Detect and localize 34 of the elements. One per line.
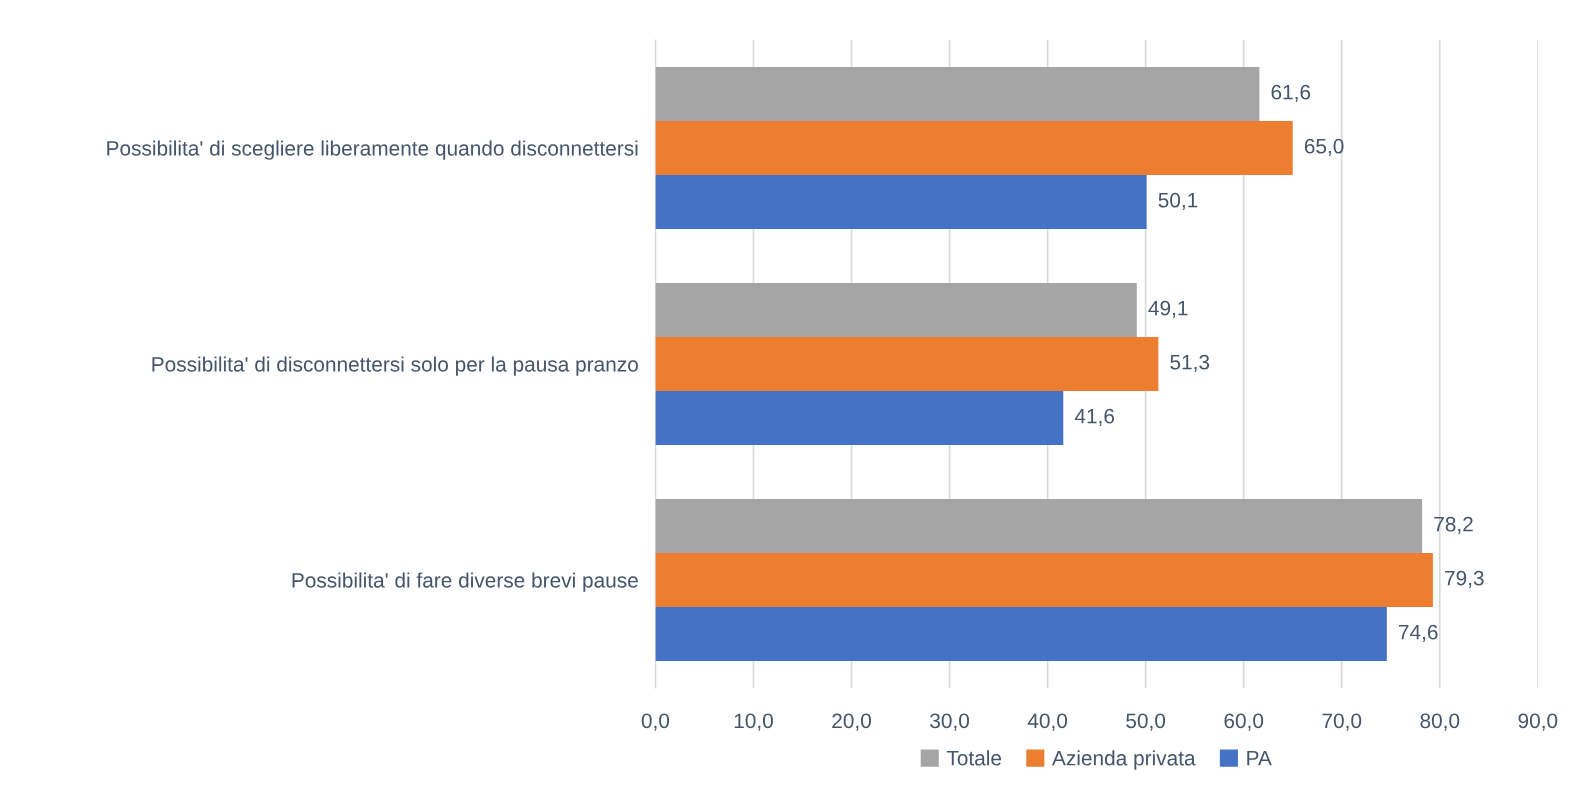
y-tick-label: Possibilita' di disconnettersi solo per la pausa pranzo (152, 356, 638, 376)
y-tick-label: Possibilita' di scegliere liberamente quando disconnettersi (107, 140, 638, 160)
legend-label: Totale (946, 750, 1002, 766)
data-label: 74,6 (1399, 624, 1438, 642)
data-label: 79,3 (1445, 570, 1484, 588)
x-tick-label: 40,0 (1027, 713, 1068, 731)
data-label: 50,1 (1158, 192, 1198, 210)
bar (655, 336, 1159, 391)
bar (655, 606, 1387, 661)
data-label: 78,2 (1434, 516, 1473, 534)
x-tick-label: 70,0 (1322, 713, 1362, 731)
x-tick-label: 60,0 (1224, 713, 1264, 731)
legend-label: PA (1247, 750, 1272, 766)
legend-label: Azienda privata (1052, 750, 1196, 770)
data-label: 65,0 (1304, 138, 1344, 156)
x-tick-label: 10,0 (734, 713, 773, 731)
x-tick-label: 30,0 (930, 713, 970, 731)
x-tick-label: 0,0 (641, 713, 670, 731)
bar (655, 174, 1147, 229)
bar (655, 282, 1137, 337)
data-label: 41,6 (1074, 408, 1115, 426)
x-tick-label: 80,0 (1420, 713, 1460, 731)
data-label: 61,6 (1271, 84, 1311, 102)
bar (655, 552, 1433, 607)
bar (655, 66, 1260, 121)
data-label: 51,3 (1170, 354, 1210, 372)
bar (655, 120, 1293, 175)
bar (655, 390, 1064, 445)
data-label: 49,1 (1148, 300, 1188, 318)
bar (655, 498, 1423, 553)
x-tick-label: 90,0 (1518, 713, 1558, 731)
x-tick-label: 20,0 (832, 713, 871, 731)
y-tick-label: Possibilita' di fare diverse brevi pause (292, 572, 638, 592)
x-tick-label: 50,0 (1126, 713, 1166, 731)
